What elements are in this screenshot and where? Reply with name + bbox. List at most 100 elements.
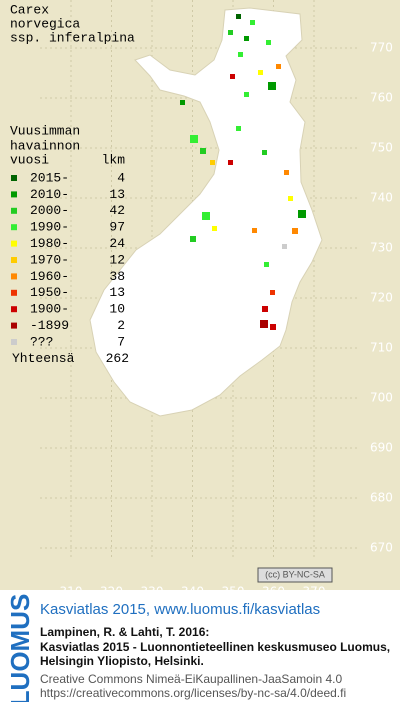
title-line: norvegica (10, 16, 80, 31)
legend-count: 24 (109, 236, 125, 251)
obs-square (284, 170, 289, 175)
y-tick-label: 760 (370, 91, 393, 105)
legend-swatch (11, 224, 17, 231)
legend-count: 38 (109, 269, 125, 284)
license-line: Creative Commons Nimeä-EiKaupallinen-Jaa… (40, 672, 342, 686)
legend-total-label: Yhteensä (12, 351, 75, 366)
obs-square (244, 36, 249, 41)
axis-ticks: 310 320 330 340 350 360 370 770 760 750 740 730 720 7… (60, 41, 393, 599)
obs-square (190, 236, 196, 242)
legend-count: 4 (117, 170, 125, 185)
obs-square (266, 40, 271, 45)
obs-square (288, 196, 293, 201)
license-link[interactable]: https://creativecommons.org/licenses/by-… (40, 686, 346, 700)
obs-square (282, 244, 287, 249)
legend-swatch (11, 175, 17, 181)
citation-line: Kasviatlas 2015 - Luonnontieteellinen ke… (40, 640, 390, 654)
legend-label: 2010- (30, 187, 69, 202)
obs-square (268, 82, 276, 90)
y-tick-label: 690 (370, 441, 393, 455)
legend-count: 10 (109, 302, 125, 317)
obs-square (202, 212, 210, 220)
legend-label: 1980- (30, 236, 69, 251)
title-line: ssp. inferalpina (10, 30, 135, 45)
obs-square (228, 160, 233, 165)
obs-square (292, 228, 298, 234)
legend-label: 1960- (30, 269, 69, 284)
obs-square (210, 160, 215, 165)
legend-label: 2015- (30, 170, 69, 185)
obs-square (228, 30, 233, 35)
legend-swatch (11, 207, 17, 214)
legend-heading: Vuusimman (10, 123, 80, 138)
legend-label: 1950- (30, 285, 69, 300)
legend-swatch (11, 306, 17, 313)
obs-square (236, 14, 241, 19)
y-tick-label: 770 (370, 41, 393, 55)
obs-square (276, 64, 281, 69)
footer-heading[interactable]: Kasviatlas 2015, www.luomus.fi/kasviatla… (40, 601, 320, 618)
x-tick-label: 360 (262, 585, 285, 599)
x-tick-label: 340 (181, 585, 204, 599)
y-tick-label: 740 (370, 191, 393, 205)
citation-line: Helsingin Yliopisto, Helsinki. (40, 654, 204, 668)
legend-label: 1990- (30, 220, 69, 235)
y-tick-label: 680 (370, 491, 393, 505)
obs-square (212, 226, 217, 231)
legend-swatch (11, 322, 17, 329)
obs-square (298, 210, 306, 218)
legend-count: 97 (109, 220, 125, 235)
legend-count: 2 (117, 318, 125, 333)
title-line: Carex (10, 2, 49, 17)
y-tick-label: 750 (370, 141, 393, 155)
legend-count: 13 (109, 285, 125, 300)
license-badge-text: (cc) BY-NC-SA (265, 569, 325, 579)
obs-square (270, 290, 275, 295)
observation-squares (180, 14, 306, 330)
brand-logo: LUOMUS (5, 594, 35, 702)
legend-label: ??? (30, 334, 53, 349)
legend-swatch (11, 191, 17, 198)
x-tick-label: 330 (141, 585, 164, 599)
legend-swatch (11, 257, 17, 263)
legend-heading: havainnon (10, 138, 80, 153)
x-tick-label: 370 (303, 585, 326, 599)
y-tick-label: 700 (370, 391, 393, 405)
x-tick-label: 320 (100, 585, 123, 599)
obs-square (252, 228, 257, 233)
legend-col-head: vuosi (10, 152, 49, 167)
legend-count: 7 (117, 334, 125, 349)
obs-square (180, 100, 185, 105)
obs-square (244, 92, 249, 97)
legend-count: 42 (109, 203, 125, 218)
legend-label: 2000- (30, 203, 69, 218)
obs-square (230, 74, 235, 79)
legend-swatch (11, 289, 17, 296)
legend-label: 1970- (30, 252, 69, 267)
license-badge (257, 567, 333, 583)
y-tick-label: 730 (370, 241, 393, 255)
obs-square (262, 150, 267, 155)
legend-total: 262 (106, 351, 129, 366)
obs-square (190, 135, 198, 143)
obs-square (238, 52, 243, 57)
y-tick-label: 720 (370, 291, 393, 305)
obs-square (200, 148, 206, 154)
legend-swatch (11, 273, 17, 280)
obs-square (258, 70, 263, 75)
legend-swatch (11, 240, 17, 247)
legend-count: 12 (109, 252, 125, 267)
citation-line: Lampinen, R. & Lahti, T. 2016: (40, 625, 209, 639)
obs-square (260, 320, 268, 328)
legend-swatch (11, 339, 17, 345)
obs-square (270, 324, 276, 330)
legend-col-head: lkm (102, 152, 126, 167)
obs-square (250, 20, 255, 25)
obs-square (236, 126, 241, 131)
y-tick-label: 670 (370, 541, 393, 555)
legend-label: -1899 (30, 318, 69, 333)
legend-count: 13 (109, 187, 125, 202)
obs-square (264, 262, 269, 267)
